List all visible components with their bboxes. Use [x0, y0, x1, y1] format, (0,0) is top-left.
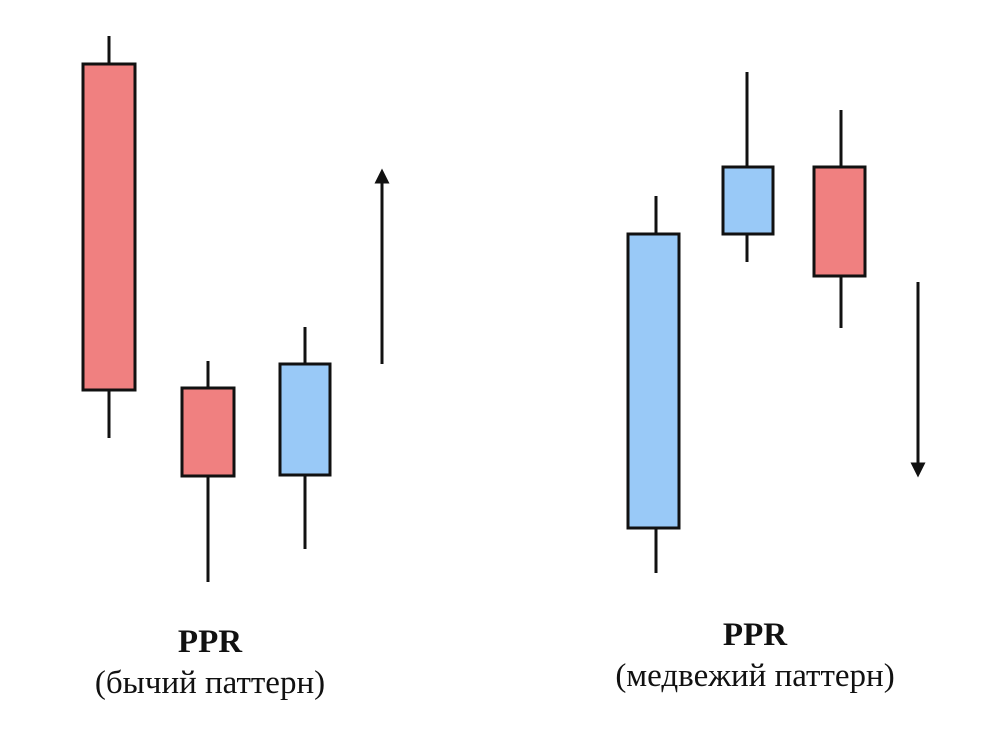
bullish-candle-1	[81, 36, 137, 438]
bearish-subtitle: (медвежий паттерн)	[615, 658, 895, 694]
bullish-caption: PPR (бычий паттерн)	[40, 622, 380, 704]
bearish-candle-2	[721, 72, 775, 262]
bullish-subtitle: (бычий паттерн)	[94, 665, 326, 701]
bearish-candle-3	[812, 110, 867, 328]
bullish-candle-3	[278, 327, 332, 549]
candle-body	[626, 232, 681, 530]
bearish-candle-1	[626, 196, 681, 573]
bullish-pattern	[81, 36, 390, 582]
bearish-pattern	[626, 72, 926, 573]
candle-body	[81, 62, 137, 392]
bearish-title: PPR	[722, 617, 788, 653]
bullish-title: PPR	[177, 624, 243, 660]
bearish-caption: PPR (медвежий паттерн)	[570, 615, 940, 697]
candle-body	[180, 386, 236, 478]
bullish-candle-2	[180, 361, 236, 582]
candle-body	[278, 362, 332, 477]
candle-body	[721, 165, 775, 236]
candle-body	[812, 165, 867, 278]
